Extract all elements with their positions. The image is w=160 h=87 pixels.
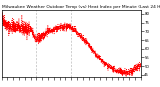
Text: Milwaukee Weather Outdoor Temp (vs) Heat Index per Minute (Last 24 Hours): Milwaukee Weather Outdoor Temp (vs) Heat…: [2, 5, 160, 9]
